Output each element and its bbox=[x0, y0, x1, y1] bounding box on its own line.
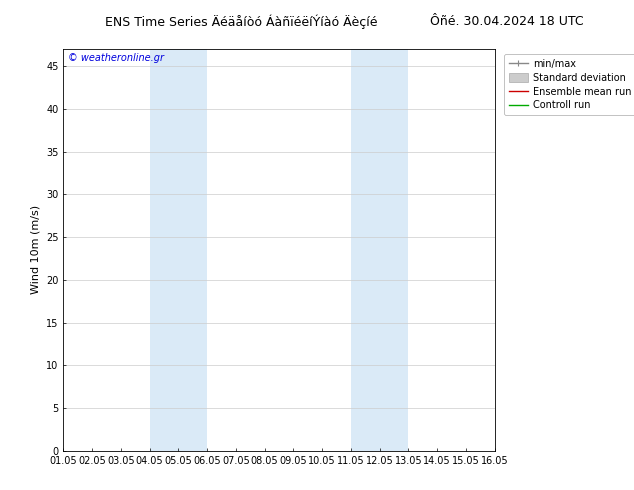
Text: ENS Time Series Äéäåíòó ÁàñïéëíÝíàó Äèçíé: ENS Time Series Äéäåíòó ÁàñïéëíÝíàó Äèçí… bbox=[105, 15, 377, 29]
Text: Ôñé. 30.04.2024 18 UTC: Ôñé. 30.04.2024 18 UTC bbox=[430, 15, 584, 28]
Legend: min/max, Standard deviation, Ensemble mean run, Controll run: min/max, Standard deviation, Ensemble me… bbox=[503, 54, 634, 115]
Text: © weatheronline.gr: © weatheronline.gr bbox=[68, 53, 164, 63]
Y-axis label: Wind 10m (m/s): Wind 10m (m/s) bbox=[30, 205, 41, 294]
Bar bbox=[351, 49, 408, 451]
Bar bbox=[150, 49, 207, 451]
